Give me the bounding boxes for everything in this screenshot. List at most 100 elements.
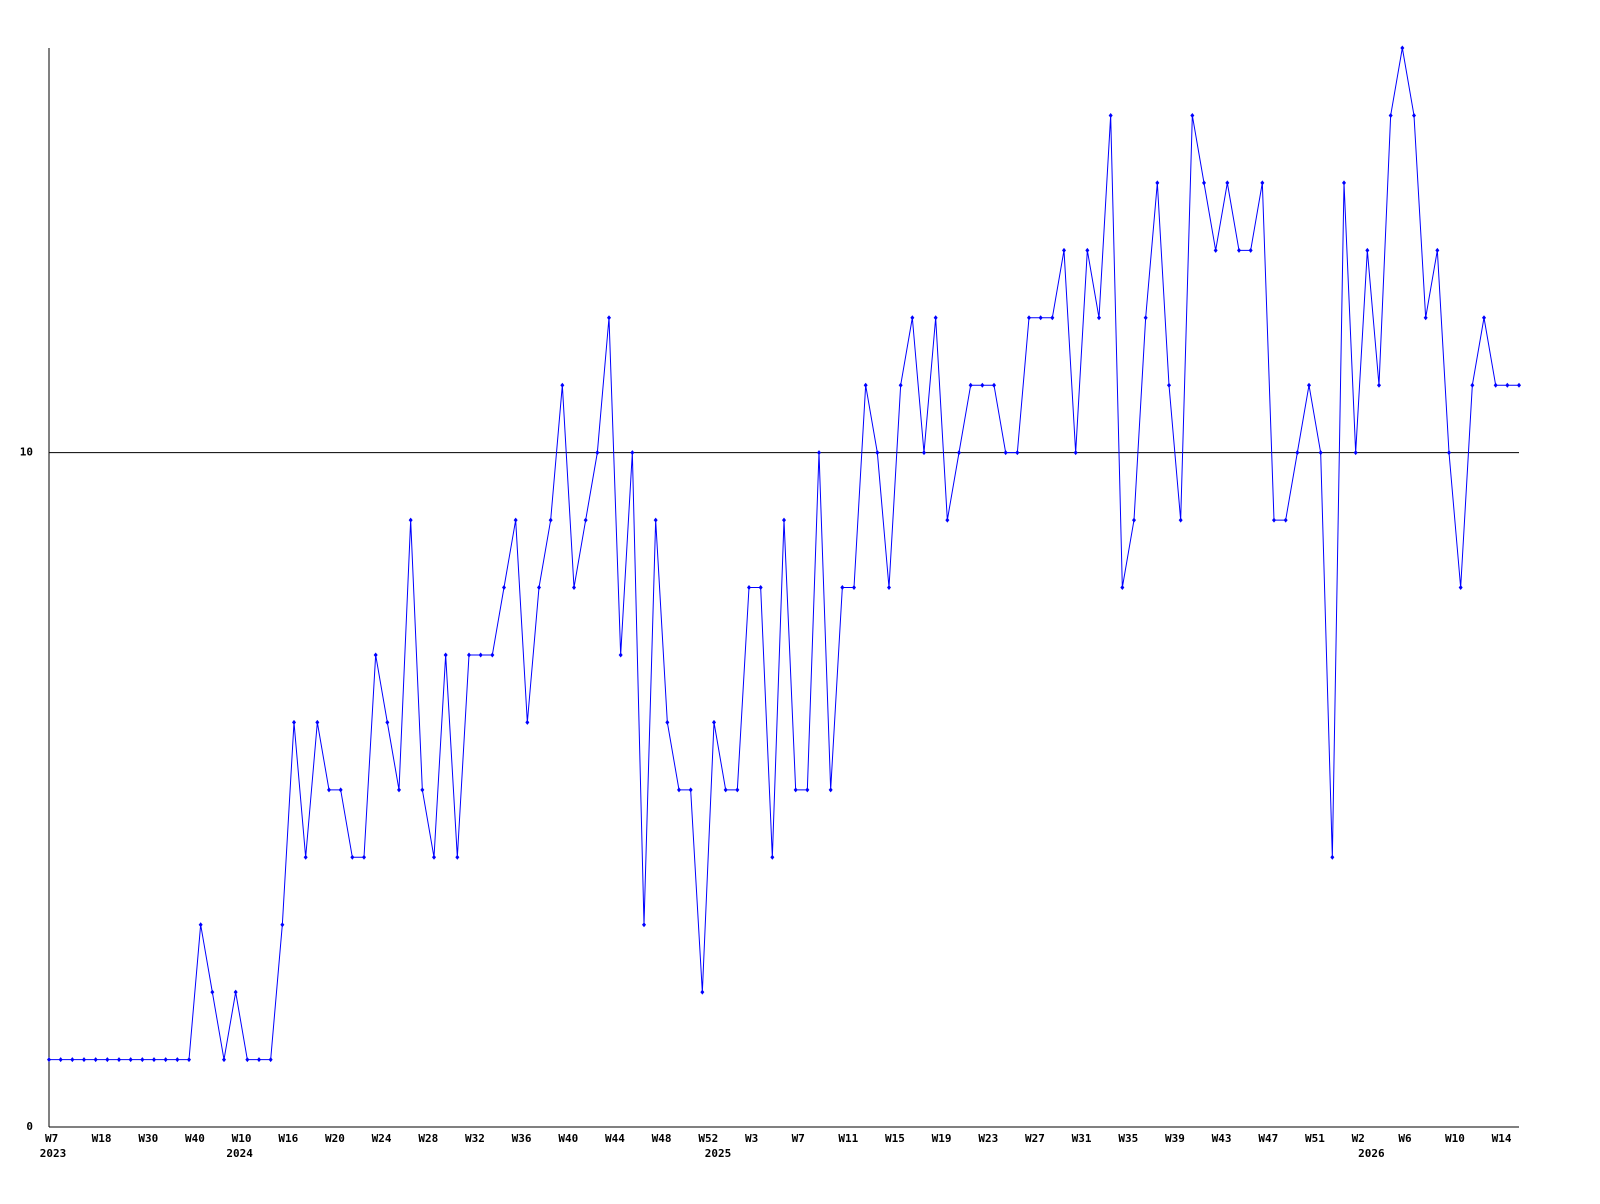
x-tick-label: W14 (1492, 1132, 1512, 1145)
x-year-label: 2026 (1358, 1147, 1385, 1160)
data-point (1307, 382, 1311, 388)
data-point (1073, 450, 1078, 456)
data-point (117, 1057, 121, 1063)
x-tick-label: W20 (325, 1132, 345, 1145)
data-point (572, 585, 576, 590)
data-point (595, 450, 600, 456)
x-tick-label: W18 (92, 1132, 112, 1145)
series-line (49, 47, 1519, 1061)
data-point (712, 719, 716, 725)
x-tick-label: W2 (1352, 1132, 1365, 1145)
data-point (1108, 112, 1113, 118)
data-point (128, 1057, 133, 1063)
x-tick-label: W24 (372, 1132, 392, 1145)
data-point (502, 585, 506, 590)
data-point (257, 1057, 261, 1063)
x-tick-label: W31 (1072, 1132, 1092, 1145)
data-point (1167, 382, 1171, 388)
data-point (467, 652, 471, 658)
data-point (373, 652, 378, 658)
data-point (1447, 450, 1451, 456)
data-point (1470, 382, 1475, 388)
data-point (315, 719, 320, 725)
data-point (665, 719, 670, 725)
data-point (1342, 180, 1346, 186)
data-point (537, 585, 541, 590)
data-point (93, 1057, 98, 1063)
data-point (1318, 450, 1323, 456)
data-point (280, 922, 285, 928)
data-point (70, 1057, 75, 1063)
data-point (152, 1057, 156, 1063)
data-point (1120, 585, 1125, 590)
data-point (1085, 247, 1090, 253)
data-point (268, 1057, 273, 1063)
data-point (782, 517, 786, 523)
data-point (1132, 517, 1136, 523)
data-point (1377, 382, 1381, 388)
data-point (758, 585, 763, 590)
x-tick-label: W36 (512, 1132, 532, 1145)
data-point (1423, 315, 1428, 321)
data-point (618, 652, 623, 658)
data-point (292, 719, 296, 725)
data-point (1213, 247, 1218, 253)
x-year-label: 2025 (705, 1147, 732, 1160)
data-point (338, 787, 343, 793)
x-tick-label: W27 (1025, 1132, 1045, 1145)
x-tick-label: W40 (185, 1132, 205, 1145)
data-point (793, 787, 798, 793)
data-point (840, 585, 845, 590)
x-tick-label: W3 (745, 1132, 758, 1145)
x-tick-label: W30 (138, 1132, 158, 1145)
data-point (1260, 180, 1265, 186)
data-point (817, 450, 821, 456)
data-point (1190, 112, 1195, 118)
data-point (1202, 180, 1206, 186)
data-point (723, 787, 728, 793)
data-point (887, 585, 891, 590)
data-point (1003, 450, 1008, 456)
data-point (525, 719, 530, 725)
data-point (1493, 382, 1498, 388)
x-tick-label: W15 (885, 1132, 905, 1145)
data-point (560, 382, 565, 388)
data-point (1062, 247, 1066, 253)
x-tick-label: W43 (1212, 1132, 1232, 1145)
data-point (350, 854, 355, 860)
x-tick-label: W47 (1258, 1132, 1278, 1145)
data-point (957, 450, 961, 456)
x-tick-label: W28 (418, 1132, 438, 1145)
data-point (1435, 247, 1440, 253)
data-point (1178, 517, 1183, 523)
data-point (1015, 450, 1020, 456)
x-tick-label: W7 (45, 1132, 58, 1145)
x-tick-label: W10 (232, 1132, 252, 1145)
data-point (1330, 854, 1335, 860)
data-point (805, 787, 810, 793)
data-point (420, 787, 425, 793)
data-point (875, 450, 880, 456)
x-tick-label: W44 (605, 1132, 625, 1145)
y-tick-label: 0 (26, 1120, 33, 1133)
data-point (898, 382, 903, 388)
data-point (140, 1057, 145, 1063)
x-tick-label: W23 (978, 1132, 998, 1145)
x-tick-label: W35 (1118, 1132, 1138, 1145)
data-point (630, 450, 635, 456)
data-point (863, 382, 868, 388)
data-point (1248, 247, 1253, 253)
data-point (443, 652, 448, 658)
data-point (1038, 315, 1043, 321)
x-tick-label: W32 (465, 1132, 485, 1145)
data-point (1027, 315, 1031, 321)
x-year-label: 2023 (40, 1147, 67, 1160)
data-point (1458, 585, 1463, 590)
data-point (105, 1057, 110, 1063)
data-point (1237, 247, 1241, 253)
data-point (1225, 180, 1230, 186)
data-point (642, 922, 646, 928)
data-point (58, 1057, 63, 1063)
data-point (82, 1057, 86, 1063)
data-point (688, 787, 693, 793)
